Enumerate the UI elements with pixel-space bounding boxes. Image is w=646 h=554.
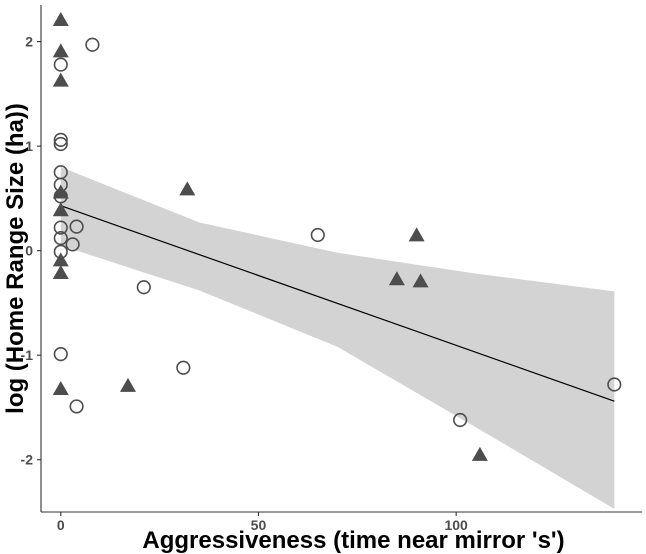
circle-point xyxy=(310,227,325,243)
triangle-point xyxy=(52,264,69,279)
circle-point xyxy=(69,219,84,234)
x-tick-label: 0 xyxy=(57,517,65,533)
confidence-ribbon xyxy=(60,167,615,509)
circle-point xyxy=(53,231,68,246)
circle-point xyxy=(607,377,622,392)
circle-point xyxy=(65,237,80,252)
circle-point xyxy=(453,412,468,428)
triangle-point xyxy=(52,202,69,217)
regression-line-layer xyxy=(60,205,615,402)
y-tick-label: -1 xyxy=(21,347,34,363)
triangle-point xyxy=(119,377,136,392)
regression-line xyxy=(60,205,615,402)
triangle-point xyxy=(52,252,69,267)
circle-point xyxy=(53,220,68,235)
triangle-point xyxy=(388,271,405,286)
triangle-point xyxy=(52,43,69,58)
circle-point xyxy=(53,244,68,259)
circle-point xyxy=(53,177,68,192)
circle-point xyxy=(53,165,68,180)
x-tick-label: 50 xyxy=(251,517,267,533)
x-tick-label: 100 xyxy=(444,517,468,533)
y-tick-label: 2 xyxy=(25,34,33,50)
circle-point xyxy=(53,57,68,72)
y-axis-title: log (Home Range Size (ha)) xyxy=(2,103,29,414)
triangle-point xyxy=(408,227,425,242)
triangle-point xyxy=(52,12,69,27)
points-layer xyxy=(52,12,622,461)
triangle-point xyxy=(471,446,488,461)
circle-point xyxy=(53,189,68,204)
y-tick-label: 0 xyxy=(25,243,33,259)
confidence-ribbon-layer xyxy=(60,167,615,509)
circle-point xyxy=(53,132,68,147)
circle-point xyxy=(53,347,68,362)
y-tick-label: -2 xyxy=(21,452,34,468)
circle-point xyxy=(136,280,151,295)
triangle-point xyxy=(52,381,69,396)
circle-point xyxy=(53,136,68,152)
circle-point xyxy=(69,399,84,414)
axes-layer xyxy=(40,5,642,513)
triangle-point xyxy=(179,181,196,196)
triangle-point xyxy=(52,72,69,87)
ticks-layer: 2 1 0 -1 -2 0 50 100 xyxy=(21,34,469,533)
circle-point xyxy=(176,360,191,375)
circle-point xyxy=(85,37,100,52)
x-axis-title: Aggressiveness (time near mirror 's') xyxy=(142,527,564,554)
triangle-point xyxy=(412,273,429,288)
y-tick-label: 1 xyxy=(25,138,33,154)
